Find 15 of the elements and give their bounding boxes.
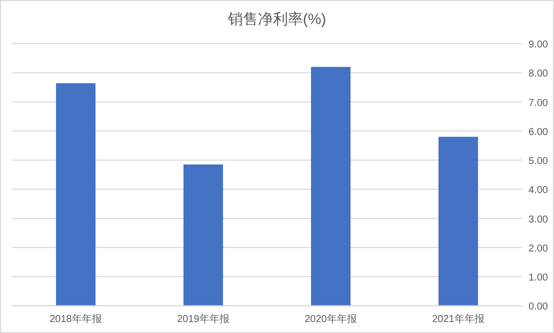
y-tick-label: 3.00	[528, 214, 548, 226]
x-tick-label: 2020年年报	[304, 313, 357, 325]
y-tick-label: 1.00	[528, 272, 548, 284]
x-tick-label: 2018年年报	[50, 313, 102, 325]
x-tick-label: 2021年年报	[432, 313, 484, 325]
title: 销售净利率(%)	[228, 11, 326, 28]
y-tick-label: 6.00	[528, 126, 548, 138]
y-tick-label: 5.00	[528, 156, 548, 168]
x-tick-label: 2019年年报	[177, 313, 230, 325]
y-tick-label: 9.00	[528, 40, 548, 51]
y-tick-label: 4.00	[528, 185, 548, 196]
y-tick-label: 0.00	[528, 302, 548, 313]
y-tick-label: 8.00	[528, 68, 548, 80]
y-tick-label: 2.00	[528, 243, 548, 254]
y-tick-label: 7.00	[528, 98, 548, 109]
